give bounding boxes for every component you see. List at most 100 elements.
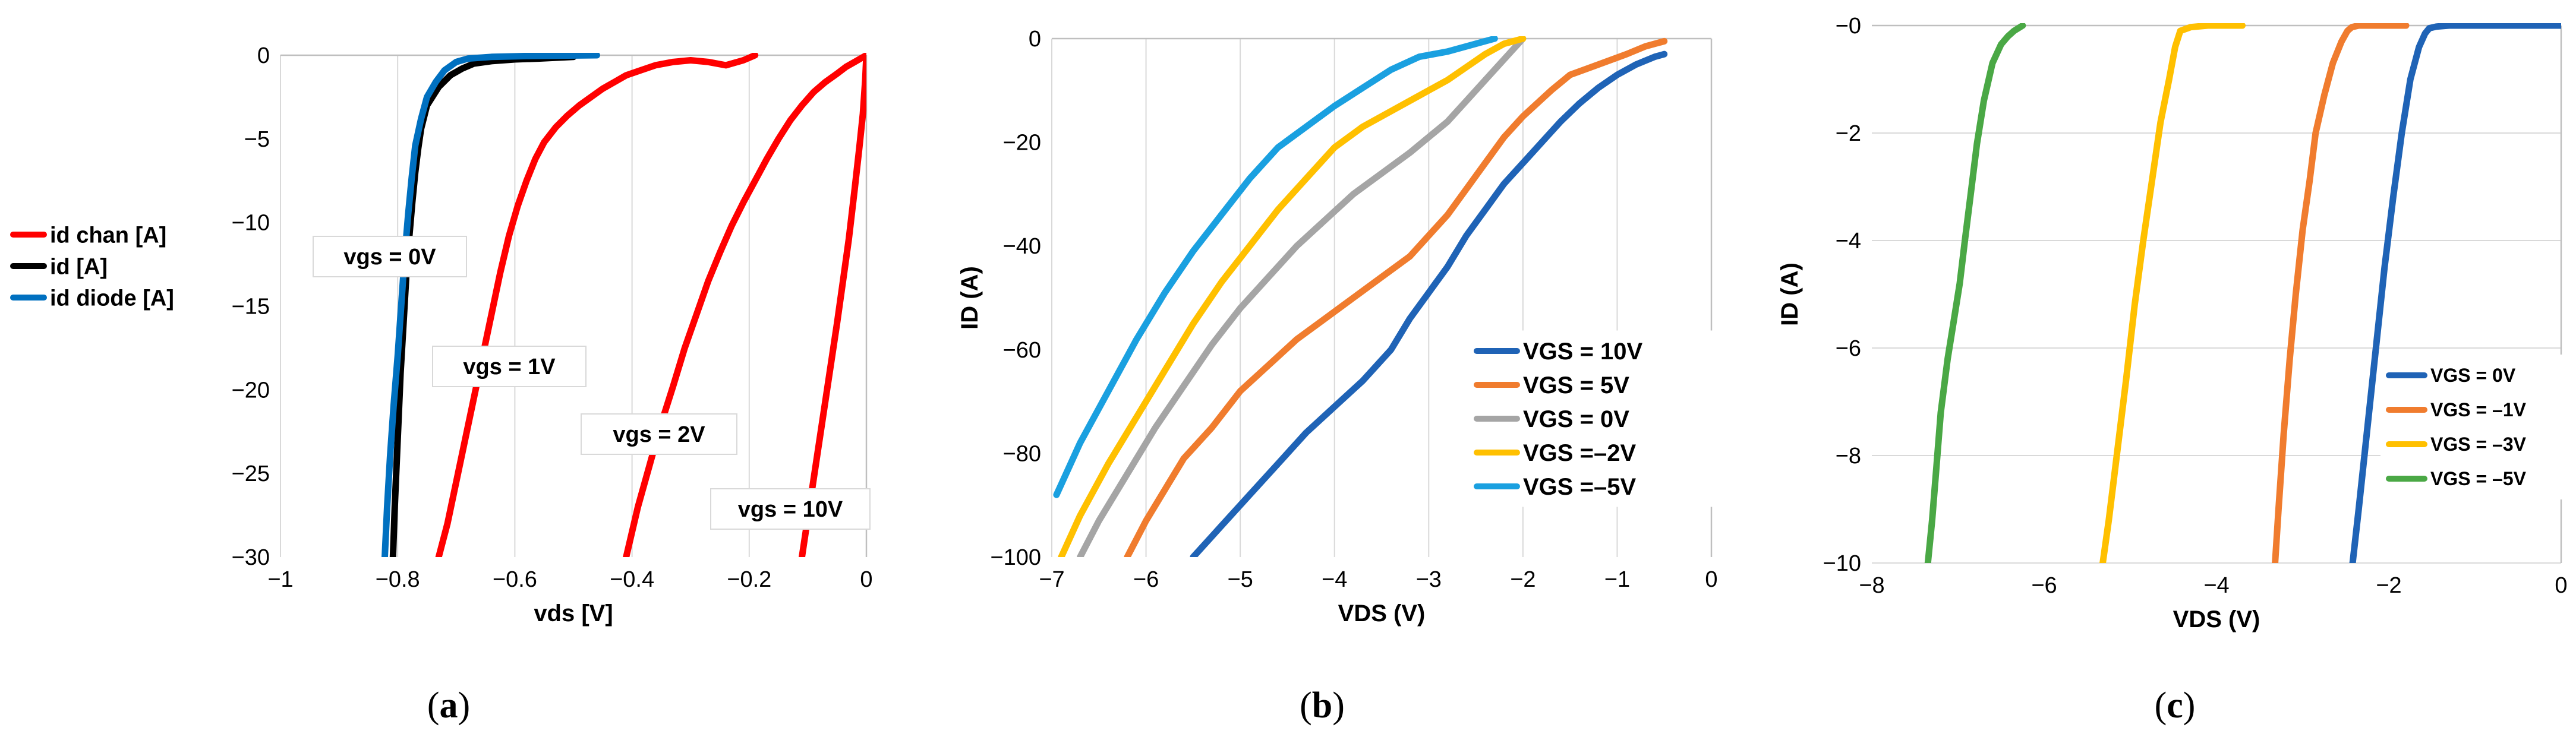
legend-label: VGS = –5V	[2430, 468, 2527, 489]
y-axis-title: ID (A)	[957, 266, 983, 330]
legend-item-3: VGS = –5V	[2386, 468, 2527, 489]
legend-label: VGS = 0V	[2430, 365, 2516, 386]
y-tick-label: −5	[244, 127, 270, 152]
x-tick-label: −1	[1604, 567, 1630, 592]
legend-label: id chan [A]	[50, 223, 166, 248]
x-tick-label: −2	[1510, 567, 1535, 592]
legend-item-2: VGS = –3V	[2386, 434, 2527, 455]
annotation-box-3: vgs = 10V	[710, 488, 871, 530]
y-tick-label: −40	[1003, 234, 1041, 259]
x-tick-label: −2	[2376, 573, 2401, 598]
y-tick-label: −8	[1836, 444, 1861, 469]
series-line-4	[1053, 36, 1498, 498]
series-line-0	[435, 53, 759, 557]
legend-item-4: VGS =–5V	[1474, 474, 1636, 500]
annotation-frame	[581, 413, 737, 455]
legend-item-1: VGS = –1V	[2386, 399, 2527, 420]
annotation-box-1: vgs = 1V	[432, 346, 587, 387]
y-tick-label: −10	[1823, 551, 1861, 576]
series-line-0	[2349, 23, 2561, 563]
y-tick-label: −4	[1836, 229, 1861, 254]
legend-label: id diode [A]	[50, 286, 174, 311]
legend-label: VGS = –3V	[2430, 434, 2527, 455]
y-tick-label: −6	[1836, 336, 1861, 361]
x-tick-label: −4	[1322, 567, 1347, 592]
chart-panel-a: −1 −0.8 −0.6 −0.4 −0.2 0 0 −5 −10 −15 −20 −25 −30 vds…	[10, 43, 873, 627]
x-axis-title: vds [V]	[534, 600, 613, 627]
legend-label: VGS =–5V	[1523, 474, 1636, 500]
annotation-frame	[432, 346, 587, 387]
x-tick-label: 0	[1705, 567, 1717, 592]
annotation-label: vgs = 10V	[738, 497, 843, 522]
y-tick-label: −80	[1003, 441, 1041, 466]
legend-item-3: VGS =–2V	[1474, 440, 1636, 466]
x-tick-label: −5	[1227, 567, 1253, 592]
legend: id chan [A] id [A] id diode [A]	[10, 223, 174, 311]
legend-item-4: id diode [A]	[10, 286, 174, 311]
y-tick-label: −15	[232, 295, 270, 320]
series-line-1	[1124, 37, 1668, 557]
legend-item-3: id [A]	[10, 254, 108, 279]
x-tick-label: −0.4	[610, 567, 654, 592]
y-tick-label: 0	[1029, 27, 1041, 52]
x-tick-label: −4	[2203, 573, 2229, 598]
x-tick-label: −0.8	[376, 567, 420, 592]
y-tick-label: −20	[1003, 131, 1041, 156]
series-line-3	[1924, 23, 2026, 563]
x-tick-label: −6	[2031, 573, 2057, 598]
panel-label-c: (c)	[2155, 685, 2196, 726]
legend-label: VGS = –1V	[2430, 399, 2527, 420]
legend-item-1: VGS = 5V	[1474, 372, 1629, 398]
series-line-3	[1058, 36, 1527, 557]
x-tick-label: −7	[1039, 567, 1064, 592]
y-axis-title: ID (A)	[1777, 262, 1803, 326]
series-line-2	[2099, 23, 2246, 563]
annotation-box-2: vgs = 2V	[581, 413, 737, 455]
x-axis-title: VDS (V)	[2173, 606, 2260, 632]
y-tick-label: −2	[1836, 121, 1861, 146]
annotation-frame	[313, 236, 467, 277]
legend-item-0: VGS = 10V	[1474, 339, 1643, 365]
series-line-2	[1077, 36, 1527, 557]
series-group	[1053, 36, 1668, 557]
legend-label: VGS = 0V	[1523, 406, 1629, 432]
series-group	[381, 53, 866, 557]
y-tick-label: 0	[257, 43, 270, 68]
legend-label: VGS =–2V	[1523, 440, 1636, 466]
x-tick-label: −0.2	[727, 567, 771, 592]
panel-label-b: (b)	[1300, 685, 1345, 726]
legend-item-2: VGS = 0V	[1474, 406, 1629, 432]
x-tick-label: −6	[1133, 567, 1159, 592]
y-tick-label: −60	[1003, 338, 1041, 363]
legend-label: id [A]	[50, 254, 108, 279]
legend-label: VGS = 5V	[1523, 372, 1629, 398]
x-tick-label: −1	[267, 567, 293, 592]
annotation-label: vgs = 0V	[343, 245, 436, 270]
series-group	[1924, 23, 2561, 563]
legend: VGS = 0V VGS = –1V VGS = –3V VGS = –5V	[2380, 355, 2566, 499]
x-axis-title: VDS (V)	[1338, 600, 1426, 627]
legend: VGS = 10V VGS = 5V VGS = 0V VGS =–2V VGS =–5…	[1468, 330, 1716, 507]
y-tick-label: −0	[1836, 14, 1861, 39]
y-tick-label: −100	[990, 545, 1041, 570]
legend-item-0: VGS = 0V	[2386, 365, 2516, 386]
x-tick-label: −0.6	[493, 567, 537, 592]
x-tick-label: −3	[1416, 567, 1442, 592]
y-tick-label: −20	[232, 378, 270, 403]
x-tick-label: 0	[860, 567, 872, 592]
x-tick-label: −8	[1859, 573, 1884, 598]
annotation-label: vgs = 1V	[463, 355, 556, 379]
annotation-box-0: vgs = 0V	[313, 236, 467, 277]
x-tick-label: 0	[2555, 573, 2567, 598]
y-tick-label: −10	[232, 211, 270, 236]
y-tick-label: −25	[232, 461, 270, 486]
series-line-4	[381, 53, 600, 557]
y-tick-label: −30	[232, 545, 270, 570]
annotation-label: vgs = 2V	[613, 422, 705, 447]
series-line-0	[1190, 50, 1668, 557]
annotation-frame	[710, 488, 871, 530]
panel-label-a: (a)	[427, 685, 470, 726]
